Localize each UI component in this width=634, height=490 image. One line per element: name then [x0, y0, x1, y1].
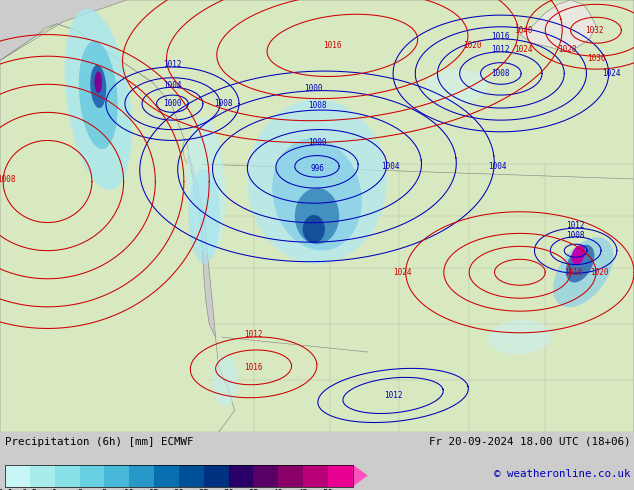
Bar: [229, 465, 254, 487]
Text: Fr 20-09-2024 18.00 UTC (18+06): Fr 20-09-2024 18.00 UTC (18+06): [429, 437, 631, 447]
Text: 1: 1: [52, 489, 58, 490]
Polygon shape: [0, 0, 634, 432]
Bar: [154, 465, 179, 487]
Text: 1024: 1024: [514, 45, 533, 54]
Text: 1016: 1016: [323, 41, 342, 50]
Text: 35: 35: [248, 489, 259, 490]
Ellipse shape: [571, 245, 585, 265]
Text: 1016: 1016: [491, 32, 510, 41]
Text: © weatheronline.co.uk: © weatheronline.co.uk: [495, 469, 631, 479]
Text: 1012: 1012: [384, 391, 403, 400]
Ellipse shape: [188, 169, 220, 264]
Text: 1008: 1008: [491, 69, 510, 78]
Text: 1012: 1012: [566, 221, 585, 230]
Bar: [303, 465, 328, 487]
Bar: [5, 465, 30, 487]
Text: 1012: 1012: [491, 45, 510, 54]
Bar: [179, 465, 204, 487]
Bar: [30, 465, 55, 487]
Text: 1024: 1024: [393, 268, 412, 277]
Ellipse shape: [90, 65, 107, 108]
Text: 1040: 1040: [514, 26, 533, 35]
Text: 1008: 1008: [307, 101, 327, 110]
Ellipse shape: [212, 354, 238, 406]
Text: 1008: 1008: [214, 99, 233, 108]
Ellipse shape: [488, 319, 552, 355]
Bar: [5, 465, 353, 487]
Text: 1000: 1000: [163, 99, 182, 108]
Text: Precipitation (6h) [mm] ECMWF: Precipitation (6h) [mm] ECMWF: [5, 437, 193, 447]
Text: 5: 5: [101, 489, 107, 490]
Text: 10: 10: [124, 489, 134, 490]
Bar: [80, 465, 105, 487]
Polygon shape: [520, 0, 596, 52]
Bar: [278, 465, 303, 487]
Polygon shape: [0, 24, 238, 432]
Text: 0.5: 0.5: [22, 489, 38, 490]
Ellipse shape: [295, 188, 339, 244]
Bar: [204, 465, 229, 487]
Text: 0.1: 0.1: [0, 489, 13, 490]
Ellipse shape: [65, 9, 132, 190]
Ellipse shape: [425, 69, 488, 104]
Text: 1000: 1000: [307, 138, 327, 147]
Text: 1008: 1008: [0, 175, 16, 184]
Text: 45: 45: [298, 489, 309, 490]
Text: 2: 2: [77, 489, 82, 490]
Text: 1036: 1036: [586, 54, 605, 63]
Bar: [129, 465, 154, 487]
Bar: [328, 465, 353, 487]
Bar: [55, 465, 80, 487]
Text: 25: 25: [198, 489, 209, 490]
Ellipse shape: [302, 215, 325, 243]
Ellipse shape: [247, 99, 387, 264]
Ellipse shape: [566, 245, 595, 283]
Bar: [105, 465, 129, 487]
Text: 1008: 1008: [566, 231, 585, 240]
Text: 996: 996: [310, 164, 324, 173]
Text: 1020: 1020: [463, 41, 482, 50]
Ellipse shape: [553, 237, 614, 307]
Ellipse shape: [272, 139, 362, 250]
Text: 40: 40: [273, 489, 283, 490]
Text: 1016: 1016: [244, 363, 263, 372]
Text: 1012: 1012: [244, 330, 263, 340]
Polygon shape: [183, 138, 189, 164]
Text: 1004: 1004: [163, 81, 182, 90]
Polygon shape: [353, 465, 368, 487]
Ellipse shape: [187, 117, 225, 255]
Text: 50: 50: [323, 489, 333, 490]
Text: 15: 15: [149, 489, 160, 490]
Bar: [254, 465, 278, 487]
Text: 1028: 1028: [558, 45, 577, 54]
Text: 1032: 1032: [585, 26, 604, 35]
Text: 1016: 1016: [564, 268, 583, 277]
Text: 1020: 1020: [590, 268, 609, 277]
Text: 1024: 1024: [602, 69, 621, 78]
Text: 1000: 1000: [304, 84, 323, 93]
Text: 20: 20: [174, 489, 184, 490]
Text: 1012: 1012: [163, 60, 182, 69]
Text: 30: 30: [223, 489, 234, 490]
Text: 1004: 1004: [488, 162, 507, 171]
Ellipse shape: [94, 72, 102, 93]
Text: 1004: 1004: [380, 162, 399, 171]
Ellipse shape: [79, 41, 118, 149]
